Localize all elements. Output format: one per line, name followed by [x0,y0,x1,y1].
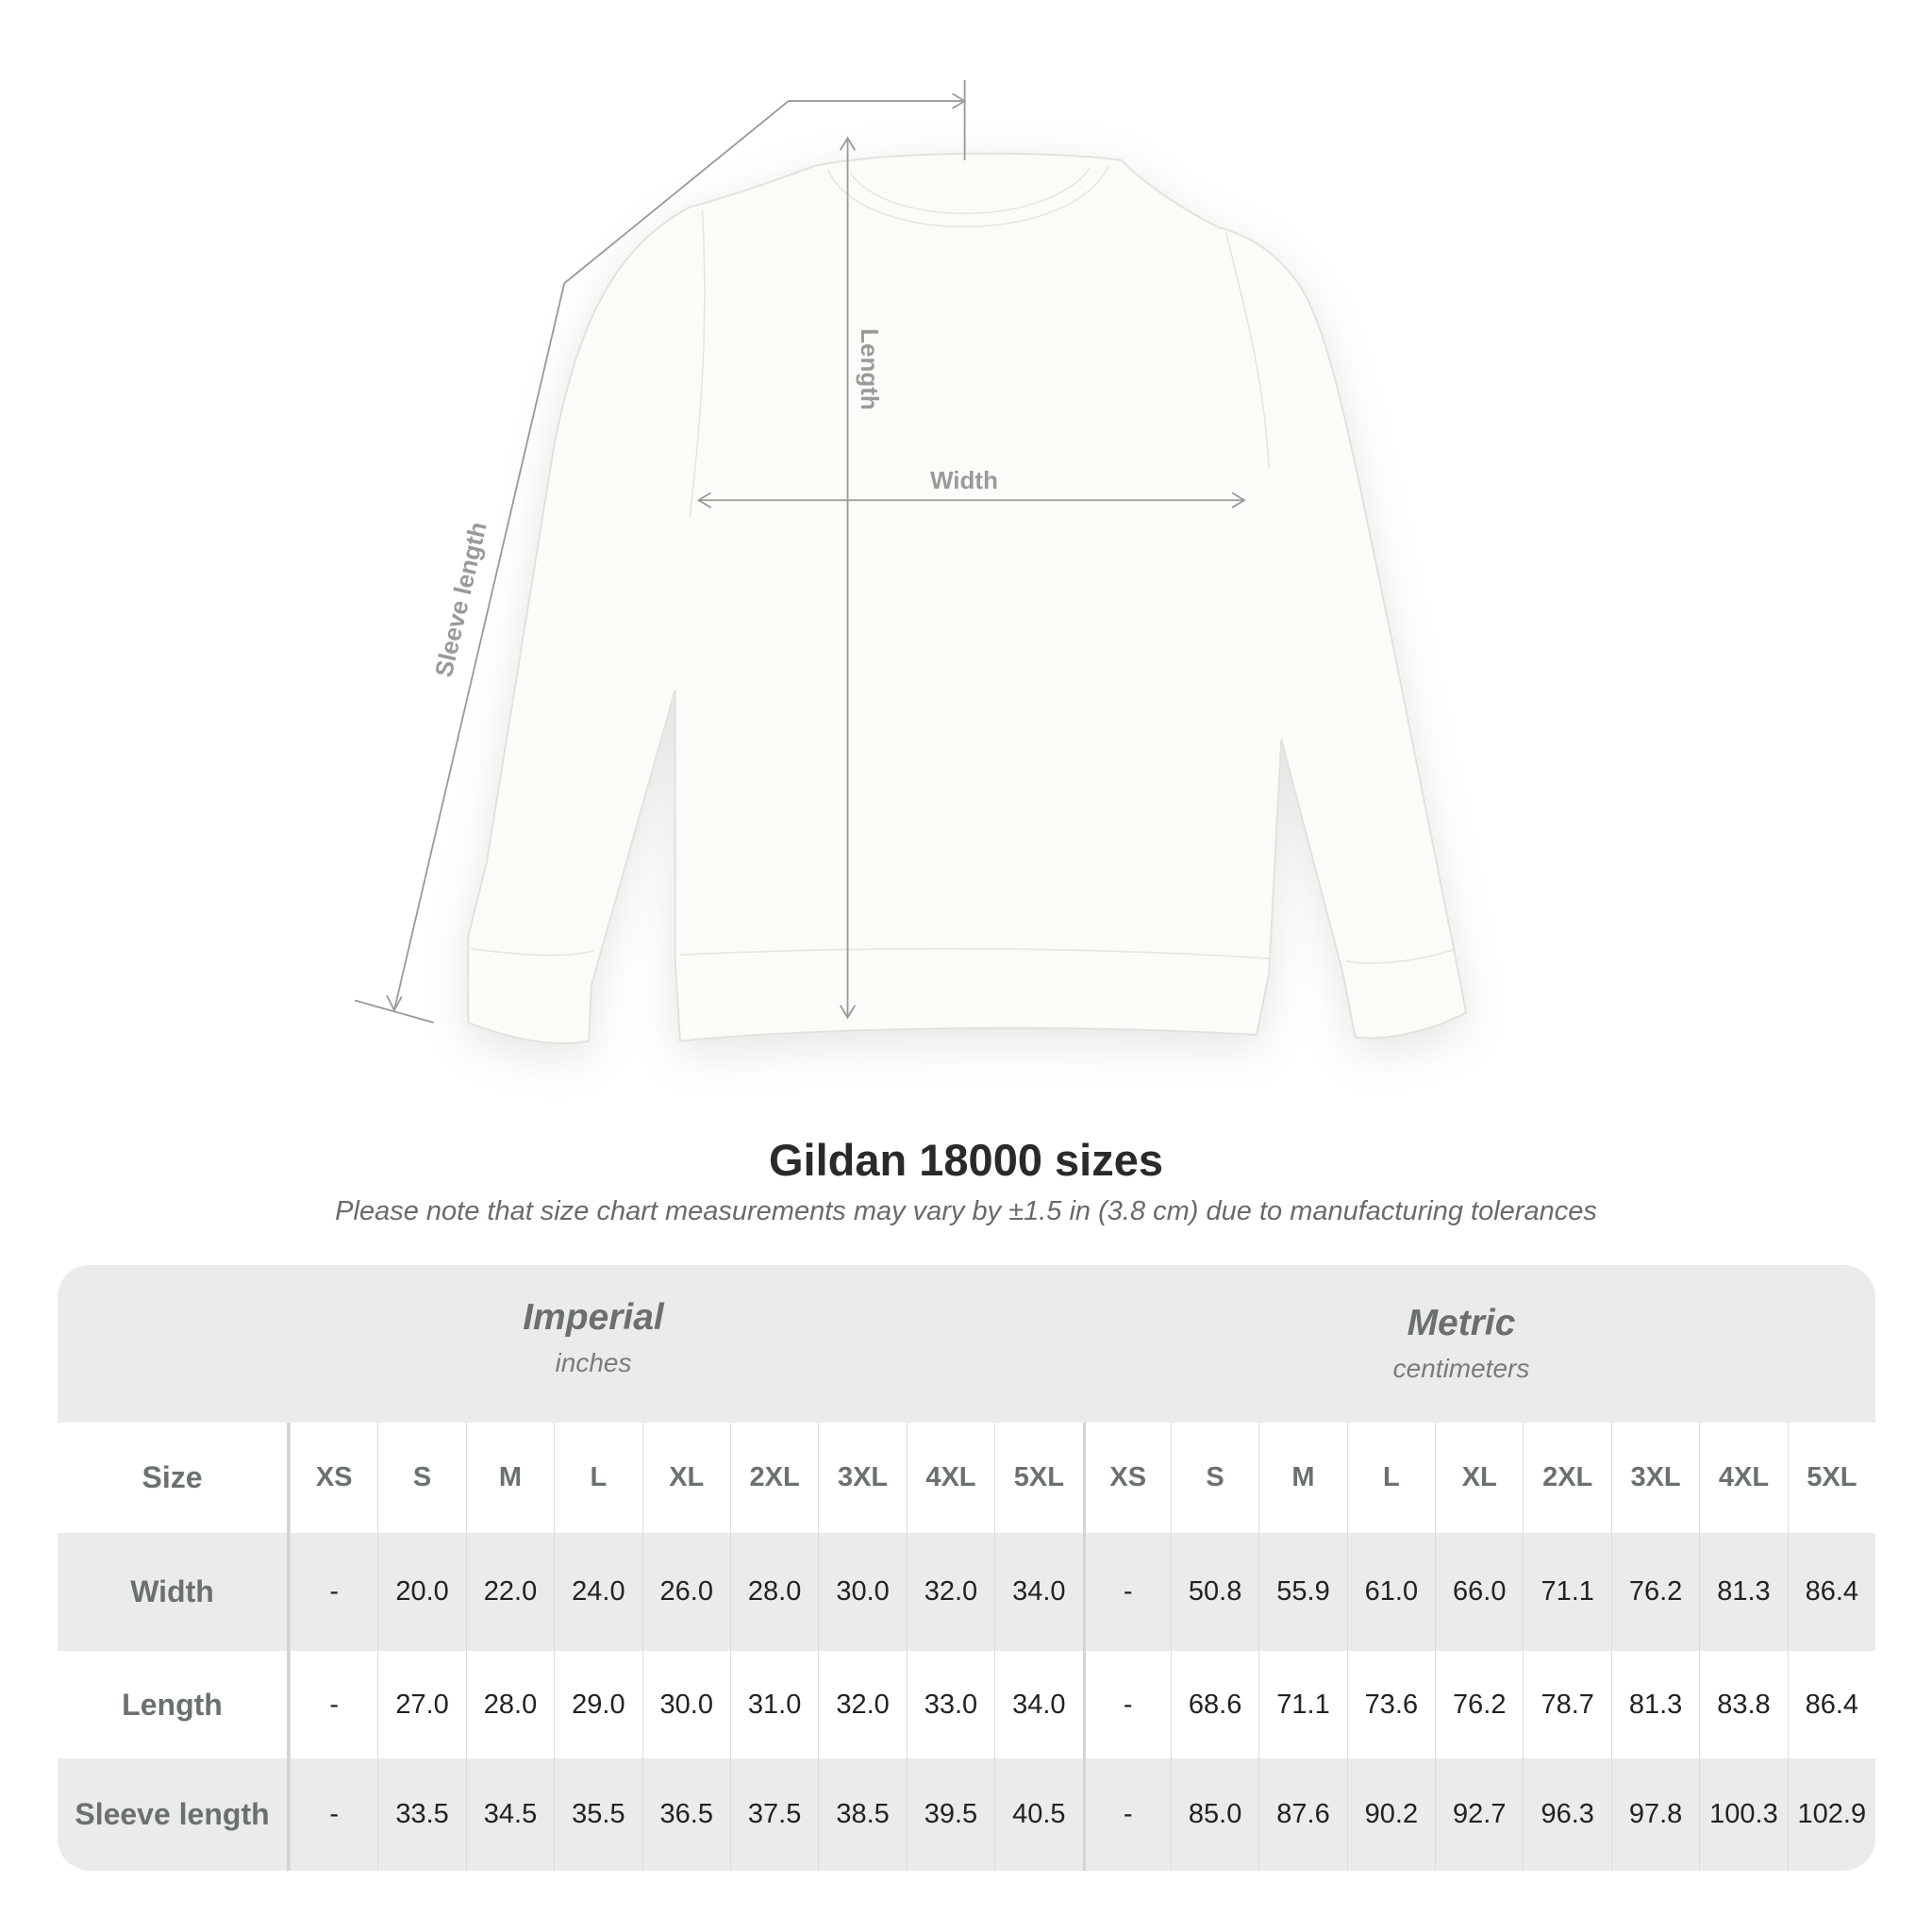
table-cell: 33.0 [906,1651,994,1758]
size-header-cell: 2XL [729,1423,818,1533]
table-cell: 50.8 [1170,1533,1258,1651]
size-header-cell: XS [1082,1423,1171,1533]
sleeve-measure-line [354,79,967,1024]
table-cell: 87.6 [1258,1758,1346,1871]
table-cell: 86.4 [1787,1533,1875,1651]
table-cell: - [290,1758,377,1871]
size-header-cell: XL [641,1423,730,1533]
table-cell: 33.5 [377,1758,465,1871]
table-cell: 40.5 [994,1758,1082,1871]
imperial-unit: inches [555,1348,632,1377]
table-cell: 102.9 [1787,1758,1875,1871]
table-cell: 76.2 [1610,1533,1699,1651]
table-cell: - [290,1533,377,1651]
table-cell: 24.0 [554,1533,641,1651]
length-label: Length [855,328,884,410]
table-cell: 30.0 [641,1651,730,1758]
table-cell: 73.6 [1346,1651,1435,1758]
table-cell: 31.0 [729,1651,818,1758]
table-cell: 100.3 [1699,1758,1787,1871]
table-cell: 29.0 [554,1651,641,1758]
row-label: Size [58,1423,290,1533]
table-row: Sleeve length -33.5 34.5 35.5 36.5 37.5 38.5 39… [58,1758,1875,1871]
table-cell: 81.3 [1610,1651,1699,1758]
imperial-header: Imperial inches [310,1297,876,1378]
table-cell: 92.7 [1435,1758,1523,1871]
size-header-cell: M [465,1423,554,1533]
size-header-cell: L [1346,1423,1435,1533]
metric-title: Metric [1407,1303,1516,1343]
size-header-cell: 4XL [906,1423,994,1533]
size-row: Size XS S M L XL 2XL 3XL 4XL 5XL XS S M L XL 2XL 3XL 4XL… [58,1423,1875,1533]
table-cell: 86.4 [1787,1651,1875,1758]
tolerance-note: Please note that size chart measurements… [335,1196,1597,1226]
table-cell: 90.2 [1346,1758,1435,1871]
table-cell: 71.1 [1258,1651,1346,1758]
size-header-cell: 5XL [994,1423,1082,1533]
size-header-cell: S [1170,1423,1258,1533]
size-header-cell: 2XL [1523,1423,1610,1533]
size-header-cell: XS [290,1423,377,1533]
size-header-cell: 5XL [1787,1423,1875,1533]
table-cell: 34.5 [465,1758,554,1871]
table-cell: 27.0 [377,1651,465,1758]
row-label: Length [58,1651,290,1758]
table-cell: - [290,1651,377,1758]
table-row: Width -20.0 22.0 24.0 26.0 28.0 30.0 32.0 34.0-5… [58,1533,1875,1651]
table-cell: 78.7 [1523,1651,1610,1758]
table-cell: 85.0 [1170,1758,1258,1871]
table-cell: 71.1 [1523,1533,1610,1651]
table-cell: 32.0 [818,1651,906,1758]
table-cell: 66.0 [1435,1533,1523,1651]
width-label: Width [930,466,998,494]
table-cell: 28.0 [465,1651,554,1758]
size-table: Imperial inches Metric centimeters Size … [58,1265,1875,1871]
table-cell: 37.5 [729,1758,818,1871]
table-cell: - [1082,1758,1171,1871]
table-cell: 34.0 [994,1533,1082,1651]
table-cell: 38.5 [818,1758,906,1871]
row-label: Width [58,1533,290,1651]
table-cell: 39.5 [906,1758,994,1871]
table-cell: 68.6 [1170,1651,1258,1758]
size-header-cell: 4XL [1699,1423,1787,1533]
table-cell: 35.5 [554,1758,641,1871]
table-cell: 22.0 [465,1533,554,1651]
size-header-cell: XL [1435,1423,1523,1533]
table-cell: 83.8 [1699,1651,1787,1758]
table-cell: 76.2 [1435,1651,1523,1758]
table-cell: 30.0 [818,1533,906,1651]
size-header-cell: M [1258,1423,1346,1533]
table-header: Imperial inches Metric centimeters [58,1265,1875,1423]
length-measure-line [839,136,857,1020]
size-header-cell: 3XL [1610,1423,1699,1533]
table-row: Length -27.0 28.0 29.0 30.0 31.0 32.0 33.0 34.0-… [58,1651,1875,1758]
size-header-cell: 3XL [818,1423,906,1533]
table-cell: 55.9 [1258,1533,1346,1651]
table-cell: - [1082,1651,1171,1758]
table-cell: 61.0 [1346,1533,1435,1651]
sweatshirt-diagram [354,79,1468,1044]
table-cell: 34.0 [994,1651,1082,1758]
table-cell: - [1082,1533,1171,1651]
imperial-title: Imperial [523,1297,664,1338]
page-title: Gildan 18000 sizes [768,1135,1164,1185]
table-cell: 26.0 [641,1533,730,1651]
size-header-cell: L [554,1423,641,1533]
table-cell: 36.5 [641,1758,730,1871]
metric-unit: centimeters [1392,1354,1530,1383]
table-cell: 97.8 [1610,1758,1699,1871]
table-cell: 96.3 [1523,1758,1610,1871]
sweatshirt-image [467,152,1468,1044]
table-cell: 81.3 [1699,1533,1787,1651]
table-cell: 20.0 [377,1533,465,1651]
table-cell: 28.0 [729,1533,818,1651]
row-label: Sleeve length [58,1758,290,1871]
width-measure-line [696,491,1246,508]
metric-header: Metric centimeters [1178,1303,1744,1384]
table-cell: 32.0 [906,1533,994,1651]
size-header-cell: S [377,1423,465,1533]
